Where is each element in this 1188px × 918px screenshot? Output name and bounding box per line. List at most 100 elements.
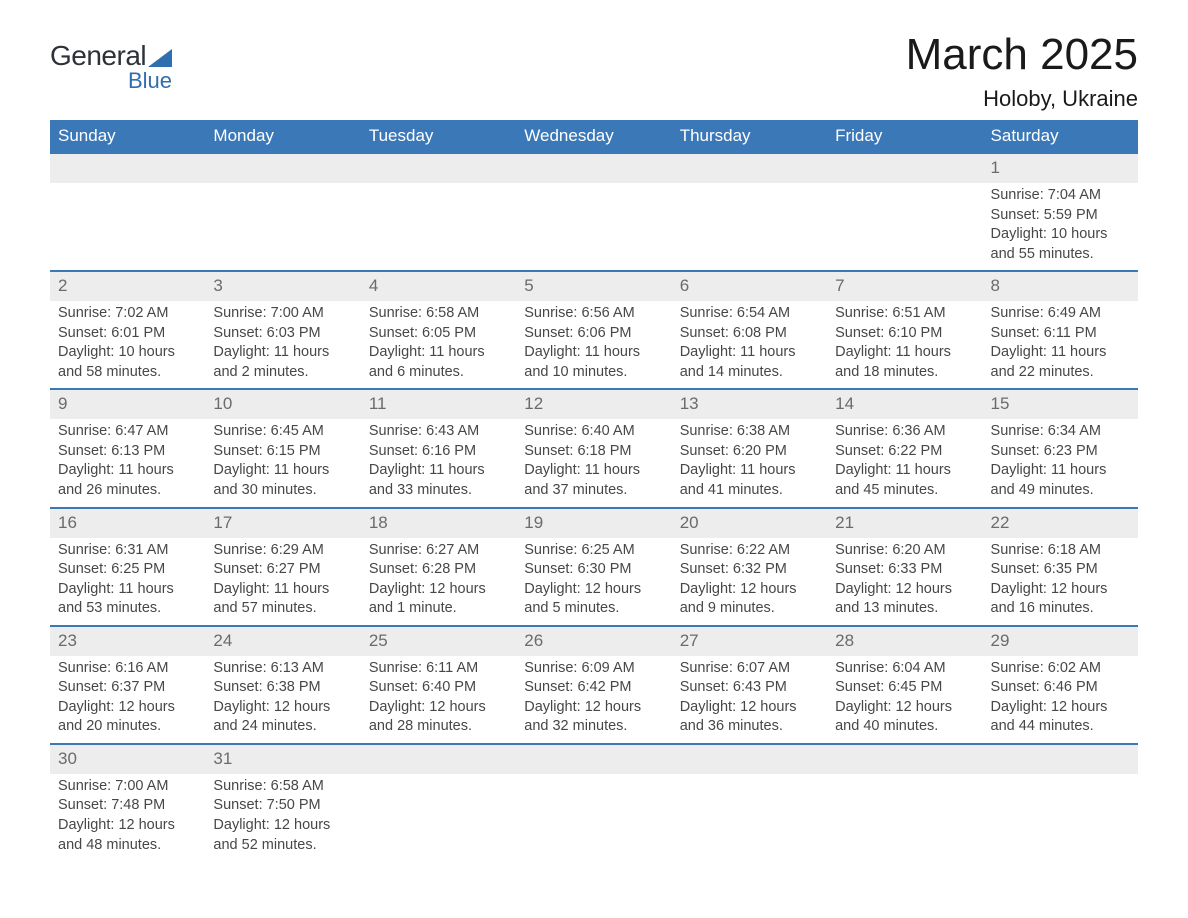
- calendar-cell: 25Sunrise: 6:11 AMSunset: 6:40 PMDayligh…: [361, 626, 516, 744]
- day-number: [827, 154, 982, 183]
- day-header: Friday: [827, 120, 982, 153]
- calendar-cell: [827, 153, 982, 271]
- day-header: Tuesday: [361, 120, 516, 153]
- sunset-text: Sunset: 6:13 PM: [58, 442, 197, 462]
- sunset-text: Sunset: 6:23 PM: [991, 442, 1130, 462]
- daylight-line1: Daylight: 12 hours: [58, 816, 197, 836]
- calendar-cell: 5Sunrise: 6:56 AMSunset: 6:06 PMDaylight…: [516, 271, 671, 389]
- daylight-line1: Daylight: 12 hours: [524, 698, 663, 718]
- calendar-week: 16Sunrise: 6:31 AMSunset: 6:25 PMDayligh…: [50, 508, 1138, 626]
- sunrise-text: Sunrise: 6:07 AM: [680, 659, 819, 679]
- sunset-text: Sunset: 6:46 PM: [991, 678, 1130, 698]
- sunset-text: Sunset: 6:15 PM: [213, 442, 352, 462]
- sunset-text: Sunset: 7:48 PM: [58, 796, 197, 816]
- daylight-line2: and 5 minutes.: [524, 599, 663, 619]
- day-number: 5: [516, 272, 671, 301]
- daylight-line1: Daylight: 12 hours: [835, 580, 974, 600]
- daylight-line2: and 2 minutes.: [213, 363, 352, 383]
- page-header: General Blue March 2025 Holoby, Ukraine: [50, 30, 1138, 112]
- calendar-cell: 26 Sunrise: 6:09 AMSunset: 6:42 PMDayligh…: [516, 626, 671, 744]
- day-number: 19: [516, 509, 671, 538]
- day-number: [50, 154, 205, 183]
- daylight-line1: Daylight: 11 hours: [369, 461, 508, 481]
- calendar-cell: 13Sunrise: 6:38 AMSunset: 6:20 PMDayligh…: [672, 389, 827, 507]
- calendar-week: 2Sunrise: 7:02 AMSunset: 6:01 PMDaylight…: [50, 271, 1138, 389]
- daylight-line2: and 6 minutes.: [369, 363, 508, 383]
- sunrise-text: Sunrise: 7:02 AM: [58, 304, 197, 324]
- sunrise-text: Sunrise: 6:49 AM: [991, 304, 1130, 324]
- daylight-line1: Daylight: 12 hours: [213, 816, 352, 836]
- day-details: Sunrise: 6:34 AMSunset: 6:23 PMDaylight:…: [983, 419, 1138, 506]
- sunset-text: Sunset: 6:28 PM: [369, 560, 508, 580]
- sunset-text: Sunset: 6:22 PM: [835, 442, 974, 462]
- calendar-cell: 9Sunrise: 6:47 AMSunset: 6:13 PMDaylight…: [50, 389, 205, 507]
- calendar-cell: 7Sunrise: 6:51 AMSunset: 6:10 PMDaylight…: [827, 271, 982, 389]
- day-details: Sunrise: 6:45 AMSunset: 6:15 PMDaylight:…: [205, 419, 360, 506]
- location-label: Holoby, Ukraine: [906, 86, 1138, 112]
- calendar-cell: 11Sunrise: 6:43 AMSunset: 6:16 PMDayligh…: [361, 389, 516, 507]
- calendar-cell: [205, 153, 360, 271]
- sunrise-text: Sunrise: 6:56 AM: [524, 304, 663, 324]
- daylight-line1: Daylight: 11 hours: [213, 461, 352, 481]
- daylight-line1: Daylight: 12 hours: [524, 580, 663, 600]
- logo-triangle-icon: [148, 49, 172, 67]
- day-details: Sunrise: 6:40 AMSunset: 6:18 PMDaylight:…: [516, 419, 671, 506]
- calendar-cell: 14Sunrise: 6:36 AMSunset: 6:22 PMDayligh…: [827, 389, 982, 507]
- sunset-text: Sunset: 6:38 PM: [213, 678, 352, 698]
- day-number: 29: [983, 627, 1138, 656]
- daylight-line1: Daylight: 12 hours: [680, 580, 819, 600]
- sunset-text: Sunset: 6:45 PM: [835, 678, 974, 698]
- calendar-cell: 23Sunrise: 6:16 AMSunset: 6:37 PMDayligh…: [50, 626, 205, 744]
- daylight-line2: and 40 minutes.: [835, 717, 974, 737]
- daylight-line1: Daylight: 11 hours: [369, 343, 508, 363]
- daylight-line2: and 14 minutes.: [680, 363, 819, 383]
- day-number: 27: [672, 627, 827, 656]
- sunset-text: Sunset: 6:16 PM: [369, 442, 508, 462]
- sunset-text: Sunset: 6:37 PM: [58, 678, 197, 698]
- sunset-text: Sunset: 6:40 PM: [369, 678, 508, 698]
- day-number: 18: [361, 509, 516, 538]
- sunset-text: Sunset: 6:08 PM: [680, 324, 819, 344]
- day-number: [983, 745, 1138, 774]
- daylight-line1: Daylight: 11 hours: [835, 461, 974, 481]
- calendar-week: 9Sunrise: 6:47 AMSunset: 6:13 PMDaylight…: [50, 389, 1138, 507]
- sunrise-text: Sunrise: 6:02 AM: [991, 659, 1130, 679]
- day-number: [672, 745, 827, 774]
- sunset-text: Sunset: 6:33 PM: [835, 560, 974, 580]
- day-details: Sunrise: 6:31 AMSunset: 6:25 PMDaylight:…: [50, 538, 205, 625]
- day-details: Sunrise: 6:22 AMSunset: 6:32 PMDaylight:…: [672, 538, 827, 625]
- sunrise-text: Sunrise: 6:04 AM: [835, 659, 974, 679]
- day-number: 26: [516, 627, 671, 656]
- day-details: Sunrise: 6:04 AMSunset: 6:45 PMDaylight:…: [827, 656, 982, 743]
- sunset-text: Sunset: 6:18 PM: [524, 442, 663, 462]
- daylight-line2: and 58 minutes.: [58, 363, 197, 383]
- sunrise-text: Sunrise: 6:22 AM: [680, 541, 819, 561]
- day-number: [361, 154, 516, 183]
- daylight-line2: and 16 minutes.: [991, 599, 1130, 619]
- daylight-line1: Daylight: 12 hours: [213, 698, 352, 718]
- daylight-line2: and 44 minutes.: [991, 717, 1130, 737]
- sunset-text: Sunset: 6:42 PM: [524, 678, 663, 698]
- daylight-line1: Daylight: 11 hours: [524, 461, 663, 481]
- daylight-line1: Daylight: 11 hours: [524, 343, 663, 363]
- day-number: 1: [983, 154, 1138, 183]
- day-number: 15: [983, 390, 1138, 419]
- calendar-cell: 24Sunrise: 6:13 AMSunset: 6:38 PMDayligh…: [205, 626, 360, 744]
- calendar-cell: [672, 153, 827, 271]
- calendar-cell: 16Sunrise: 6:31 AMSunset: 6:25 PMDayligh…: [50, 508, 205, 626]
- day-number: [516, 745, 671, 774]
- sunrise-text: Sunrise: 7:00 AM: [58, 777, 197, 797]
- sunrise-text: Sunrise: 6:09 AM: [524, 659, 663, 679]
- day-header: Thursday: [672, 120, 827, 153]
- day-number: 6: [672, 272, 827, 301]
- calendar-cell: [516, 153, 671, 271]
- daylight-line2: and 32 minutes.: [524, 717, 663, 737]
- daylight-line1: Daylight: 12 hours: [58, 698, 197, 718]
- daylight-line1: Daylight: 12 hours: [369, 698, 508, 718]
- daylight-line1: Daylight: 11 hours: [213, 580, 352, 600]
- daylight-line2: and 57 minutes.: [213, 599, 352, 619]
- daylight-line1: Daylight: 10 hours: [58, 343, 197, 363]
- day-number: 17: [205, 509, 360, 538]
- daylight-line2: and 22 minutes.: [991, 363, 1130, 383]
- day-header: Wednesday: [516, 120, 671, 153]
